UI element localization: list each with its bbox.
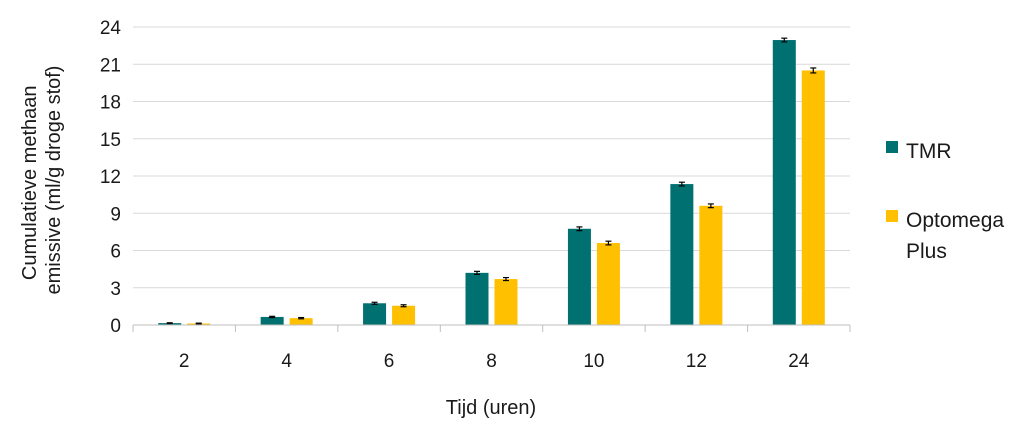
legend-swatch-optomega-plus	[886, 210, 898, 222]
bar-optomega-plus	[699, 205, 723, 325]
y-tick-label: 12	[100, 167, 121, 188]
y-tick-label: 3	[110, 279, 121, 300]
y-tick-label: 6	[110, 242, 121, 263]
legend-label: TMR	[906, 140, 952, 163]
x-tick-label: 12	[686, 351, 707, 372]
y-tick-label: 15	[100, 130, 121, 151]
y-tick-label: 18	[100, 93, 121, 114]
legend-label-line: Plus	[906, 240, 947, 263]
bar-optomega-plus	[801, 70, 825, 325]
y-axis-ticks: 0 3 6 9 12 15 18 21 24	[100, 18, 122, 337]
y-axis-title-line-1: Cumulatieve methaan	[19, 86, 41, 281]
bar-optomega-plus	[289, 318, 313, 325]
y-tick-label: 21	[100, 55, 121, 76]
x-tick-label: 2	[179, 351, 190, 372]
bar-tmr	[260, 316, 284, 325]
x-tick-label: 4	[281, 351, 292, 372]
legend-label-line: Optomega	[906, 209, 1004, 232]
bar-optomega-plus	[392, 305, 416, 325]
y-axis-title-line-2: emissive (ml/g droge stof)	[43, 66, 65, 295]
x-tick-label: 24	[788, 351, 810, 372]
y-tick-label: 0	[110, 316, 121, 337]
gridlines	[133, 26, 850, 289]
legend-label: Optomega Plus	[906, 209, 1004, 263]
y-axis-title: Cumulatieve methaan emissive (ml/g droge…	[19, 66, 65, 295]
y-tick-label: 9	[110, 204, 121, 225]
bar-tmr	[670, 184, 694, 325]
x-axis: 2 4 6 8 10 12 24	[132, 324, 851, 372]
x-tick-label: 10	[583, 351, 604, 372]
x-tick-label: 6	[384, 351, 395, 372]
bar-optomega-plus	[596, 243, 620, 325]
x-axis-title: Tijd (uren)	[446, 397, 536, 419]
x-tick-label: 8	[486, 351, 497, 372]
bar-tmr	[465, 272, 489, 325]
bars-group	[158, 37, 825, 325]
bar-optomega-plus	[494, 279, 518, 325]
legend-swatch-tmr	[886, 141, 898, 153]
bar-tmr	[772, 40, 796, 325]
legend: TMR Optomega Plus	[886, 140, 1004, 263]
y-tick-label: 24	[100, 18, 122, 39]
legend-label-line: TMR	[906, 140, 952, 163]
bar-tmr	[363, 303, 387, 325]
bar-tmr	[567, 228, 591, 325]
